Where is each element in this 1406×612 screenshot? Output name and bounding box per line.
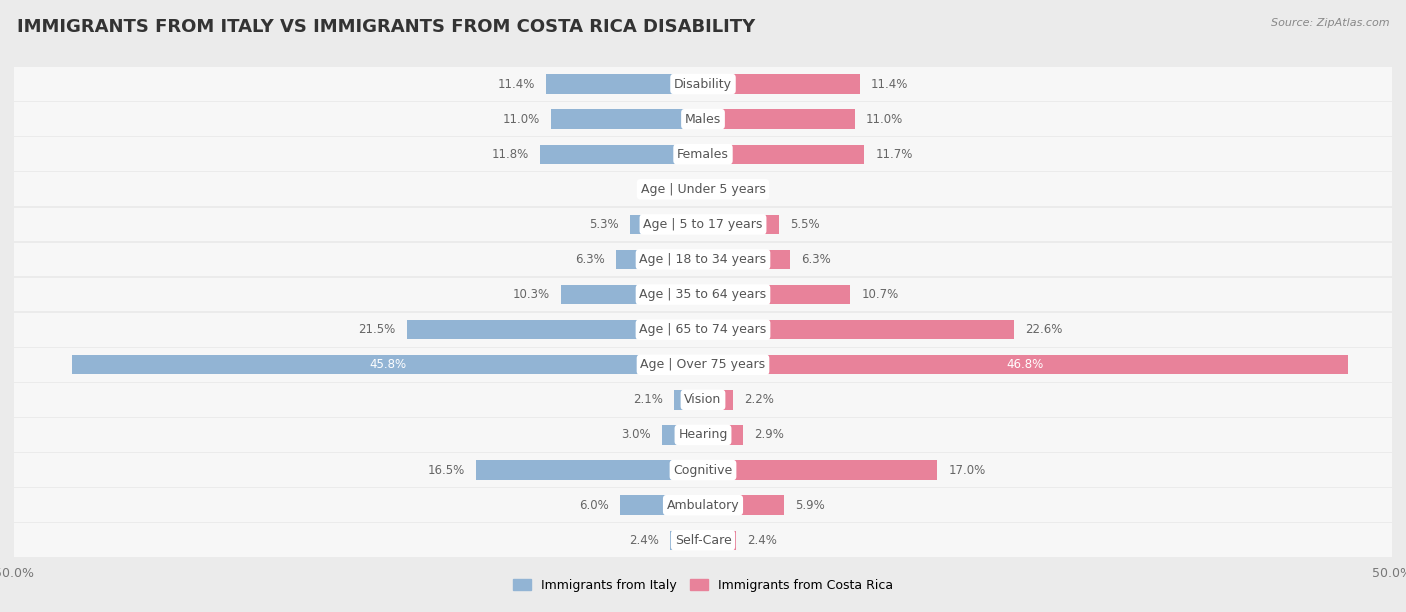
Text: IMMIGRANTS FROM ITALY VS IMMIGRANTS FROM COSTA RICA DISABILITY: IMMIGRANTS FROM ITALY VS IMMIGRANTS FROM… xyxy=(17,18,755,36)
Bar xyxy=(662,425,703,444)
Bar xyxy=(703,355,1348,375)
Text: Age | 5 to 17 years: Age | 5 to 17 years xyxy=(644,218,762,231)
Bar xyxy=(703,460,938,480)
Bar xyxy=(703,496,785,515)
Bar xyxy=(0,313,1406,346)
Text: Vision: Vision xyxy=(685,394,721,406)
Bar xyxy=(620,496,703,515)
Text: Cognitive: Cognitive xyxy=(673,463,733,477)
Text: 11.7%: 11.7% xyxy=(875,147,912,161)
Text: 5.3%: 5.3% xyxy=(589,218,619,231)
Text: 45.8%: 45.8% xyxy=(368,358,406,371)
Text: 11.0%: 11.0% xyxy=(866,113,903,125)
Bar xyxy=(616,250,703,269)
Bar xyxy=(703,320,1014,339)
Bar xyxy=(0,102,1406,136)
Text: 11.4%: 11.4% xyxy=(872,78,908,91)
Bar xyxy=(72,355,703,375)
Text: 2.2%: 2.2% xyxy=(744,394,775,406)
Text: Males: Males xyxy=(685,113,721,125)
Bar xyxy=(0,137,1406,171)
Bar xyxy=(703,75,860,94)
Text: 2.4%: 2.4% xyxy=(628,534,659,547)
Bar xyxy=(685,180,703,199)
Text: 10.7%: 10.7% xyxy=(862,288,898,301)
Text: 1.3%: 1.3% xyxy=(644,183,673,196)
Text: Source: ZipAtlas.com: Source: ZipAtlas.com xyxy=(1271,18,1389,28)
Legend: Immigrants from Italy, Immigrants from Costa Rica: Immigrants from Italy, Immigrants from C… xyxy=(508,574,898,597)
Text: 21.5%: 21.5% xyxy=(359,323,395,336)
Text: 16.5%: 16.5% xyxy=(427,463,464,477)
Text: Age | 65 to 74 years: Age | 65 to 74 years xyxy=(640,323,766,336)
Text: 3.0%: 3.0% xyxy=(621,428,651,441)
Bar xyxy=(0,348,1406,382)
Text: Age | Under 5 years: Age | Under 5 years xyxy=(641,183,765,196)
Bar xyxy=(0,488,1406,522)
Text: 11.8%: 11.8% xyxy=(492,147,530,161)
Text: 6.0%: 6.0% xyxy=(579,499,609,512)
Text: 1.3%: 1.3% xyxy=(733,183,762,196)
Bar xyxy=(703,285,851,304)
Bar xyxy=(669,531,703,550)
Bar xyxy=(0,278,1406,312)
Bar xyxy=(561,285,703,304)
Bar xyxy=(0,453,1406,487)
Text: Age | 18 to 34 years: Age | 18 to 34 years xyxy=(640,253,766,266)
Text: Age | 35 to 64 years: Age | 35 to 64 years xyxy=(640,288,766,301)
Bar xyxy=(475,460,703,480)
Bar xyxy=(703,250,790,269)
Bar xyxy=(0,173,1406,206)
Bar xyxy=(406,320,703,339)
Bar xyxy=(540,144,703,164)
Text: Disability: Disability xyxy=(673,78,733,91)
Bar xyxy=(0,418,1406,452)
Text: Females: Females xyxy=(678,147,728,161)
Bar xyxy=(703,180,721,199)
Text: 17.0%: 17.0% xyxy=(948,463,986,477)
Bar xyxy=(673,390,703,409)
Bar xyxy=(0,242,1406,277)
Text: Hearing: Hearing xyxy=(678,428,728,441)
Bar xyxy=(551,110,703,129)
Bar xyxy=(0,523,1406,557)
Text: 2.1%: 2.1% xyxy=(633,394,664,406)
Text: Ambulatory: Ambulatory xyxy=(666,499,740,512)
Bar xyxy=(703,390,734,409)
Text: 22.6%: 22.6% xyxy=(1025,323,1063,336)
Bar xyxy=(703,110,855,129)
Text: Self-Care: Self-Care xyxy=(675,534,731,547)
Text: 5.5%: 5.5% xyxy=(790,218,820,231)
Bar xyxy=(703,425,742,444)
Bar xyxy=(546,75,703,94)
Bar xyxy=(0,383,1406,417)
Text: 46.8%: 46.8% xyxy=(1007,358,1045,371)
Text: 5.9%: 5.9% xyxy=(796,499,825,512)
Text: Age | Over 75 years: Age | Over 75 years xyxy=(641,358,765,371)
Text: 2.9%: 2.9% xyxy=(754,428,785,441)
Text: 6.3%: 6.3% xyxy=(575,253,605,266)
Bar xyxy=(703,215,779,234)
Bar xyxy=(703,531,737,550)
Text: 6.3%: 6.3% xyxy=(801,253,831,266)
Bar xyxy=(630,215,703,234)
Text: 11.4%: 11.4% xyxy=(498,78,534,91)
Bar xyxy=(0,207,1406,241)
Bar xyxy=(0,67,1406,101)
Text: 11.0%: 11.0% xyxy=(503,113,540,125)
Text: 2.4%: 2.4% xyxy=(747,534,778,547)
Text: 10.3%: 10.3% xyxy=(513,288,550,301)
Bar xyxy=(703,144,865,164)
